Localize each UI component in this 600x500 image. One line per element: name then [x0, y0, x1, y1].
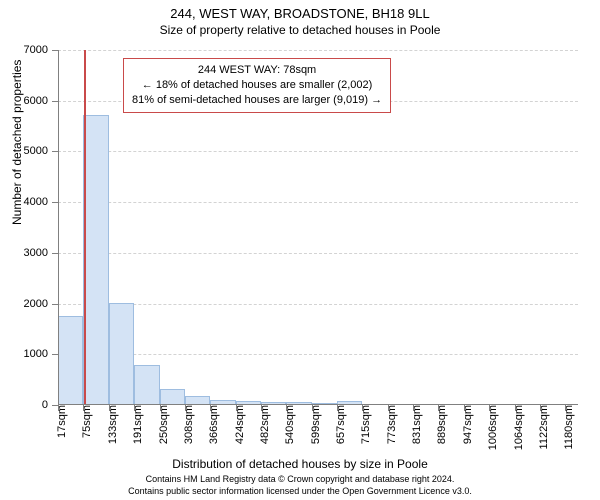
annotation-line-2: ← 18% of detached houses are smaller (2,…	[132, 78, 382, 93]
histogram-bar	[83, 115, 108, 405]
x-tick-label: 308sqm	[175, 405, 195, 444]
chart-container: 244, WEST WAY, BROADSTONE, BH18 9LL Size…	[0, 0, 600, 500]
x-tick-label: 831sqm	[403, 405, 423, 444]
chart-title: 244, WEST WAY, BROADSTONE, BH18 9LL	[0, 0, 600, 21]
x-tick-label: 17sqm	[48, 405, 68, 438]
histogram-bar	[160, 389, 185, 405]
annotation-line-3: 81% of semi-detached houses are larger (…	[132, 93, 382, 108]
x-tick-label: 540sqm	[276, 405, 296, 444]
annotation-line-1: 244 WEST WAY: 78sqm	[132, 63, 382, 78]
x-tick-label: 1064sqm	[505, 405, 525, 450]
x-axis-line	[58, 404, 578, 405]
gridline	[58, 202, 578, 203]
histogram-bar	[134, 365, 160, 405]
histogram-bar	[109, 303, 134, 405]
x-tick-label: 657sqm	[327, 405, 347, 444]
y-tick-label: 6000	[24, 95, 58, 107]
gridline	[58, 253, 578, 254]
x-tick-label: 947sqm	[454, 405, 474, 444]
y-tick-label: 3000	[24, 247, 58, 259]
x-tick-label: 715sqm	[352, 405, 372, 444]
footer-line-2: Contains public sector information licen…	[0, 486, 600, 498]
x-tick-label: 889sqm	[428, 405, 448, 444]
chart-subtitle: Size of property relative to detached ho…	[0, 21, 600, 37]
x-tick-label: 1180sqm	[555, 405, 575, 449]
annotation-box: 244 WEST WAY: 78sqm← 18% of detached hou…	[123, 58, 391, 113]
y-tick-label: 4000	[24, 196, 58, 208]
gridline	[58, 151, 578, 152]
gridline	[58, 304, 578, 305]
x-tick-label: 482sqm	[251, 405, 271, 444]
x-tick-label: 424sqm	[226, 405, 246, 444]
x-tick-label: 1122sqm	[530, 405, 550, 449]
x-tick-label: 250sqm	[150, 405, 170, 444]
x-tick-label: 1006sqm	[479, 405, 499, 450]
y-axis-line	[58, 50, 59, 405]
x-tick-label: 75sqm	[73, 405, 93, 438]
y-tick-label: 2000	[24, 298, 58, 310]
gridline	[58, 50, 578, 51]
x-tick-label: 773sqm	[378, 405, 398, 444]
plot-area: 0100020003000400050006000700017sqm75sqm1…	[58, 50, 578, 405]
y-tick-label: 1000	[24, 348, 58, 360]
histogram-bar	[58, 316, 83, 405]
y-axis-label: Number of detached properties	[10, 60, 24, 225]
y-tick-label: 7000	[24, 44, 58, 56]
x-tick-label: 366sqm	[200, 405, 220, 444]
gridline	[58, 354, 578, 355]
chart-footer: Contains HM Land Registry data © Crown c…	[0, 474, 600, 497]
x-tick-label: 191sqm	[124, 405, 144, 444]
x-axis-label: Distribution of detached houses by size …	[0, 457, 600, 471]
property-marker-line	[84, 50, 86, 405]
footer-line-1: Contains HM Land Registry data © Crown c…	[0, 474, 600, 486]
y-tick-label: 5000	[24, 145, 58, 157]
x-tick-label: 133sqm	[99, 405, 119, 444]
x-tick-label: 599sqm	[302, 405, 322, 444]
